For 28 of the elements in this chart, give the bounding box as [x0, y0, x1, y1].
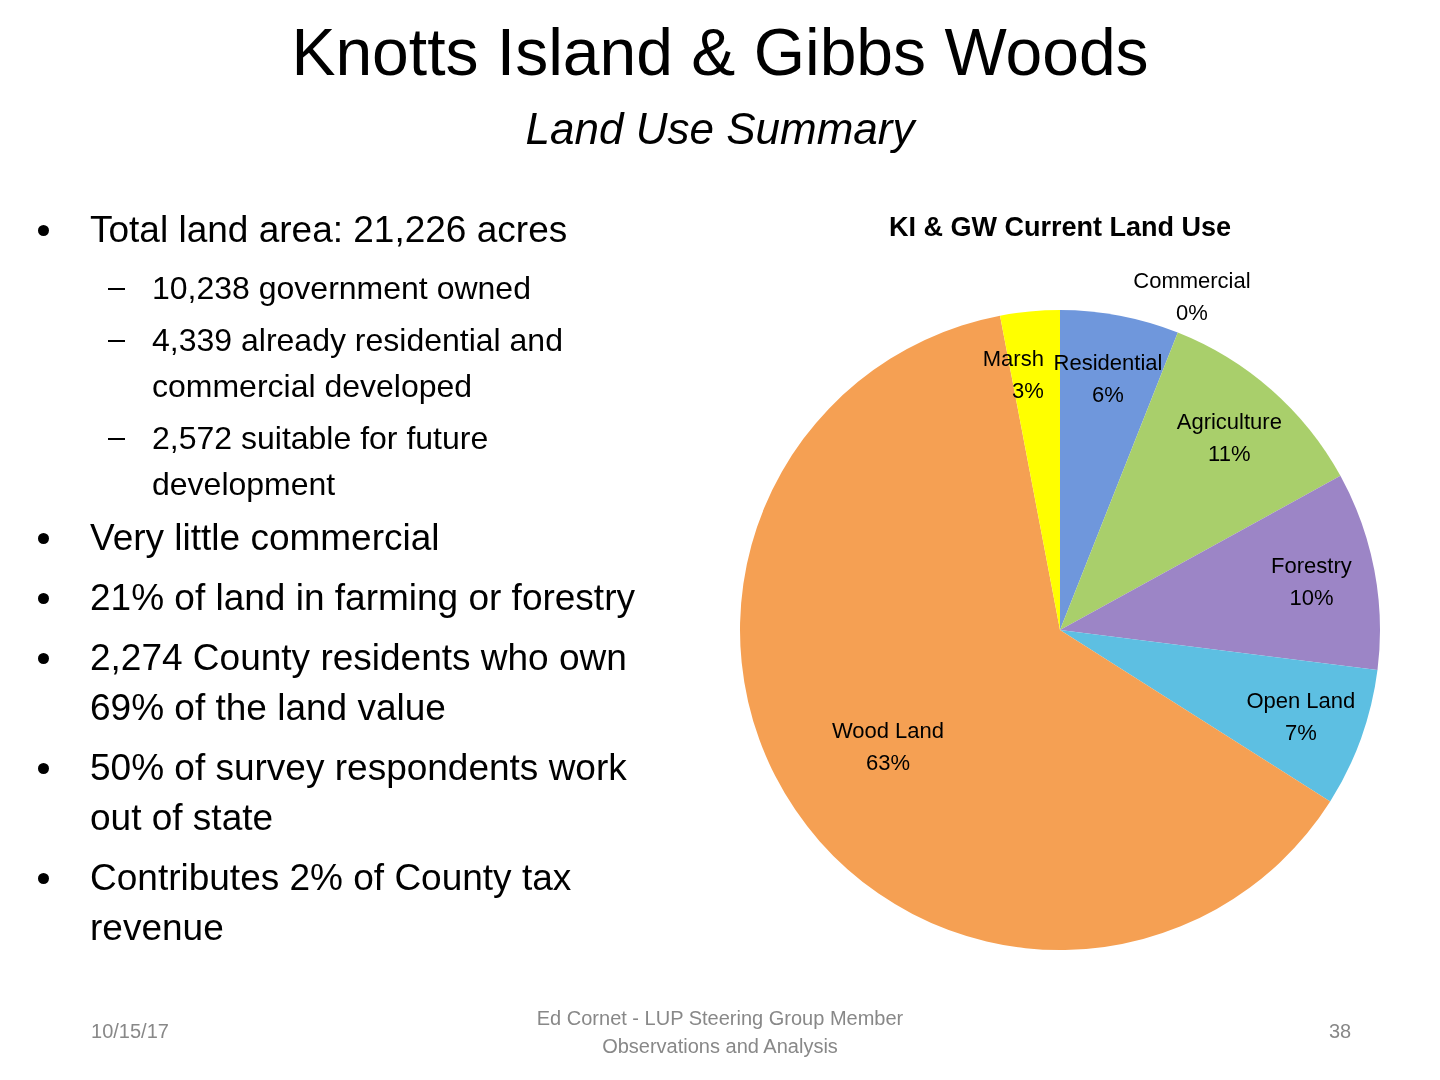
data-label: 7% — [1284, 719, 1317, 745]
text: 21% of land in farming or forestry — [90, 577, 635, 618]
text: 2,572 suitable for future development — [152, 420, 489, 502]
data-label: 11% — [1208, 441, 1251, 467]
text: 50% of survey respondents work out of state — [90, 747, 627, 838]
text: 10/15/17 — [90, 1020, 170, 1043]
slice-label: Marsh — [982, 346, 1044, 372]
chart-subtitle: Land Use Summary — [524, 104, 918, 154]
data-label: 10% — [1289, 585, 1334, 611]
text: 38 — [1327, 1020, 1353, 1043]
slice-label: Open Land — [1246, 687, 1356, 713]
text: 4,339 already residential and commercial developed — [152, 322, 563, 404]
text: 2,274 County residents who own 69% of the land value — [90, 637, 627, 728]
text: Ed Cornet - LUP Steering Group Member Observations and Analysis — [535, 1006, 905, 1059]
data-label: 3% — [1012, 378, 1044, 404]
text: KI & GW Current Land Use — [888, 212, 1232, 243]
text: Total land area: 21,226 acres — [90, 209, 568, 250]
text: Very little commercial — [90, 517, 440, 558]
category-label: Commercial — [1133, 267, 1251, 293]
slice-label: Wood Land — [831, 717, 945, 743]
text: 0% — [1176, 299, 1208, 325]
data-label: 6% — [1092, 381, 1124, 407]
data-label: 63% — [865, 749, 910, 775]
text: Contributes 2% of County tax revenue — [90, 857, 572, 948]
slice-label: Agriculture — [1176, 409, 1282, 435]
slice-label: Forestry — [1271, 553, 1352, 579]
chart-title: Knotts Island & Gibbs Woods — [290, 14, 1150, 90]
text: 10,238 government owned — [152, 270, 531, 306]
